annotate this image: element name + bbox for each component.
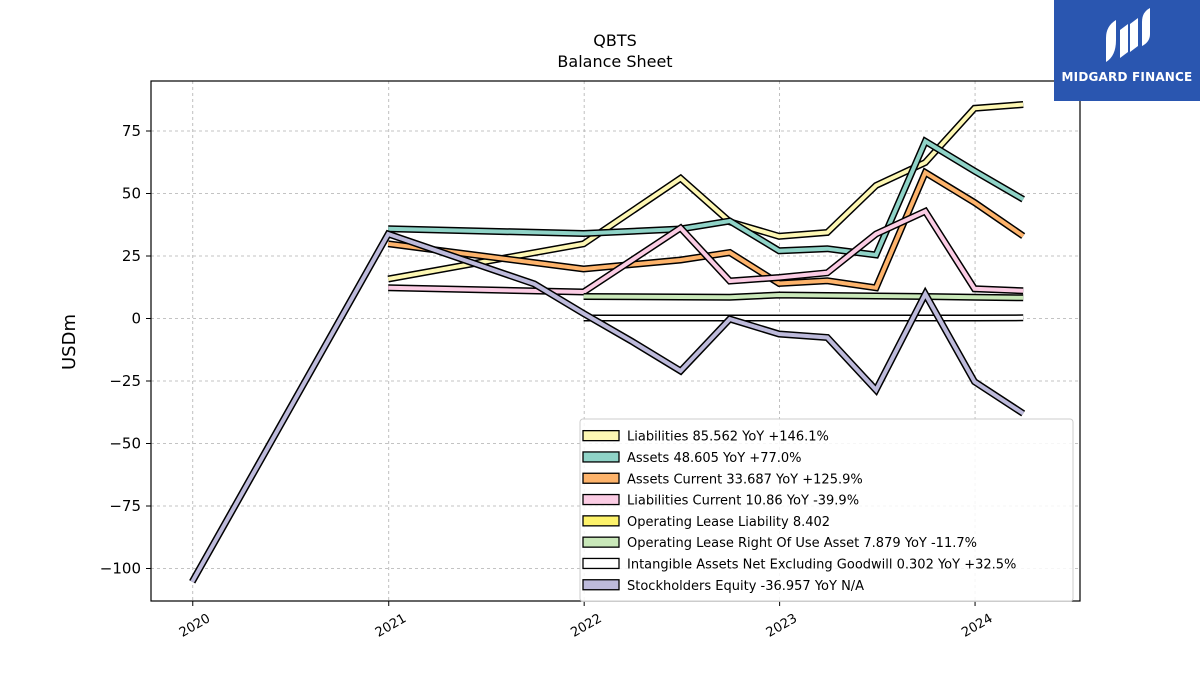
legend-entry: Liabilities Current 10.86 YoY -39.9% xyxy=(627,494,859,509)
y-tick-label: −50 xyxy=(109,435,141,453)
x-axis: 2020 2021 2022 2023 2024 xyxy=(177,601,995,641)
legend-box xyxy=(579,418,1074,602)
y-tick-label: −25 xyxy=(109,372,141,390)
x-tick-label: 2024 xyxy=(959,611,995,641)
midgard-finance-logo: MIDGARD FINANCE xyxy=(1054,0,1200,101)
series-liabilities xyxy=(387,101,1024,283)
x-tick-label: 2021 xyxy=(373,611,409,641)
legend-entry: Operating Lease Right Of Use Asset 7.879… xyxy=(627,536,977,551)
y-tick-label: 0 xyxy=(131,310,141,328)
legend-swatch xyxy=(582,557,620,570)
chart-subtitle: Balance Sheet xyxy=(557,52,673,71)
legend-swatch xyxy=(582,579,620,591)
legend: Liabilities 85.562 YoY +146.1% Assets 48.… xyxy=(579,418,1074,602)
y-tick-label: 50 xyxy=(122,185,141,203)
legend-swatch xyxy=(582,472,620,484)
brand-mark-icon xyxy=(1106,8,1150,62)
y-tick-label: 75 xyxy=(122,122,141,140)
legend-entry: Assets 48.605 YoY +77.0% xyxy=(627,451,802,466)
legend-entry: Assets Current 33.687 YoY +125.9% xyxy=(627,472,863,487)
legend-swatch xyxy=(582,536,620,548)
x-tick-label: 2023 xyxy=(764,611,800,641)
chart-title: QBTS xyxy=(593,31,637,50)
y-tick-label: 25 xyxy=(122,247,141,265)
series-assets xyxy=(388,136,1025,259)
legend-swatch xyxy=(582,451,620,463)
x-tick-label: 2022 xyxy=(568,611,604,641)
x-tick-label: 2020 xyxy=(177,611,213,641)
series-line xyxy=(583,292,1024,300)
series-stockholders-equity xyxy=(189,229,1026,584)
series-assets-current xyxy=(387,167,1026,292)
series-line xyxy=(388,208,1024,295)
y-axis-label: USDm xyxy=(59,314,80,370)
series-line xyxy=(387,102,1024,281)
y-axis: 75 50 25 0 −25 −50 −75 −100 xyxy=(100,122,151,578)
brand-name: MIDGARD FINANCE xyxy=(1061,70,1193,84)
legend-entry: Stockholders Equity -36.957 YoY N/A xyxy=(627,579,864,594)
legend-swatch xyxy=(582,429,620,442)
series-liabilities-current xyxy=(388,206,1024,296)
legend-entry: Operating Lease Liability 8.402 xyxy=(627,515,830,530)
series-line xyxy=(190,231,1025,583)
legend-entry: Intangible Assets Net Excluding Goodwill… xyxy=(627,557,1016,572)
series-line xyxy=(388,138,1025,258)
y-tick-label: −75 xyxy=(109,497,141,515)
legend-swatch xyxy=(582,493,620,506)
series-lines xyxy=(189,101,1026,584)
legend-swatch xyxy=(582,515,620,527)
series-line xyxy=(387,169,1025,290)
series-operating-lease-right-of-use-asset xyxy=(583,291,1024,302)
legend-entry: Liabilities 85.562 YoY +146.1% xyxy=(627,430,829,445)
y-tick-label: −100 xyxy=(100,560,141,578)
